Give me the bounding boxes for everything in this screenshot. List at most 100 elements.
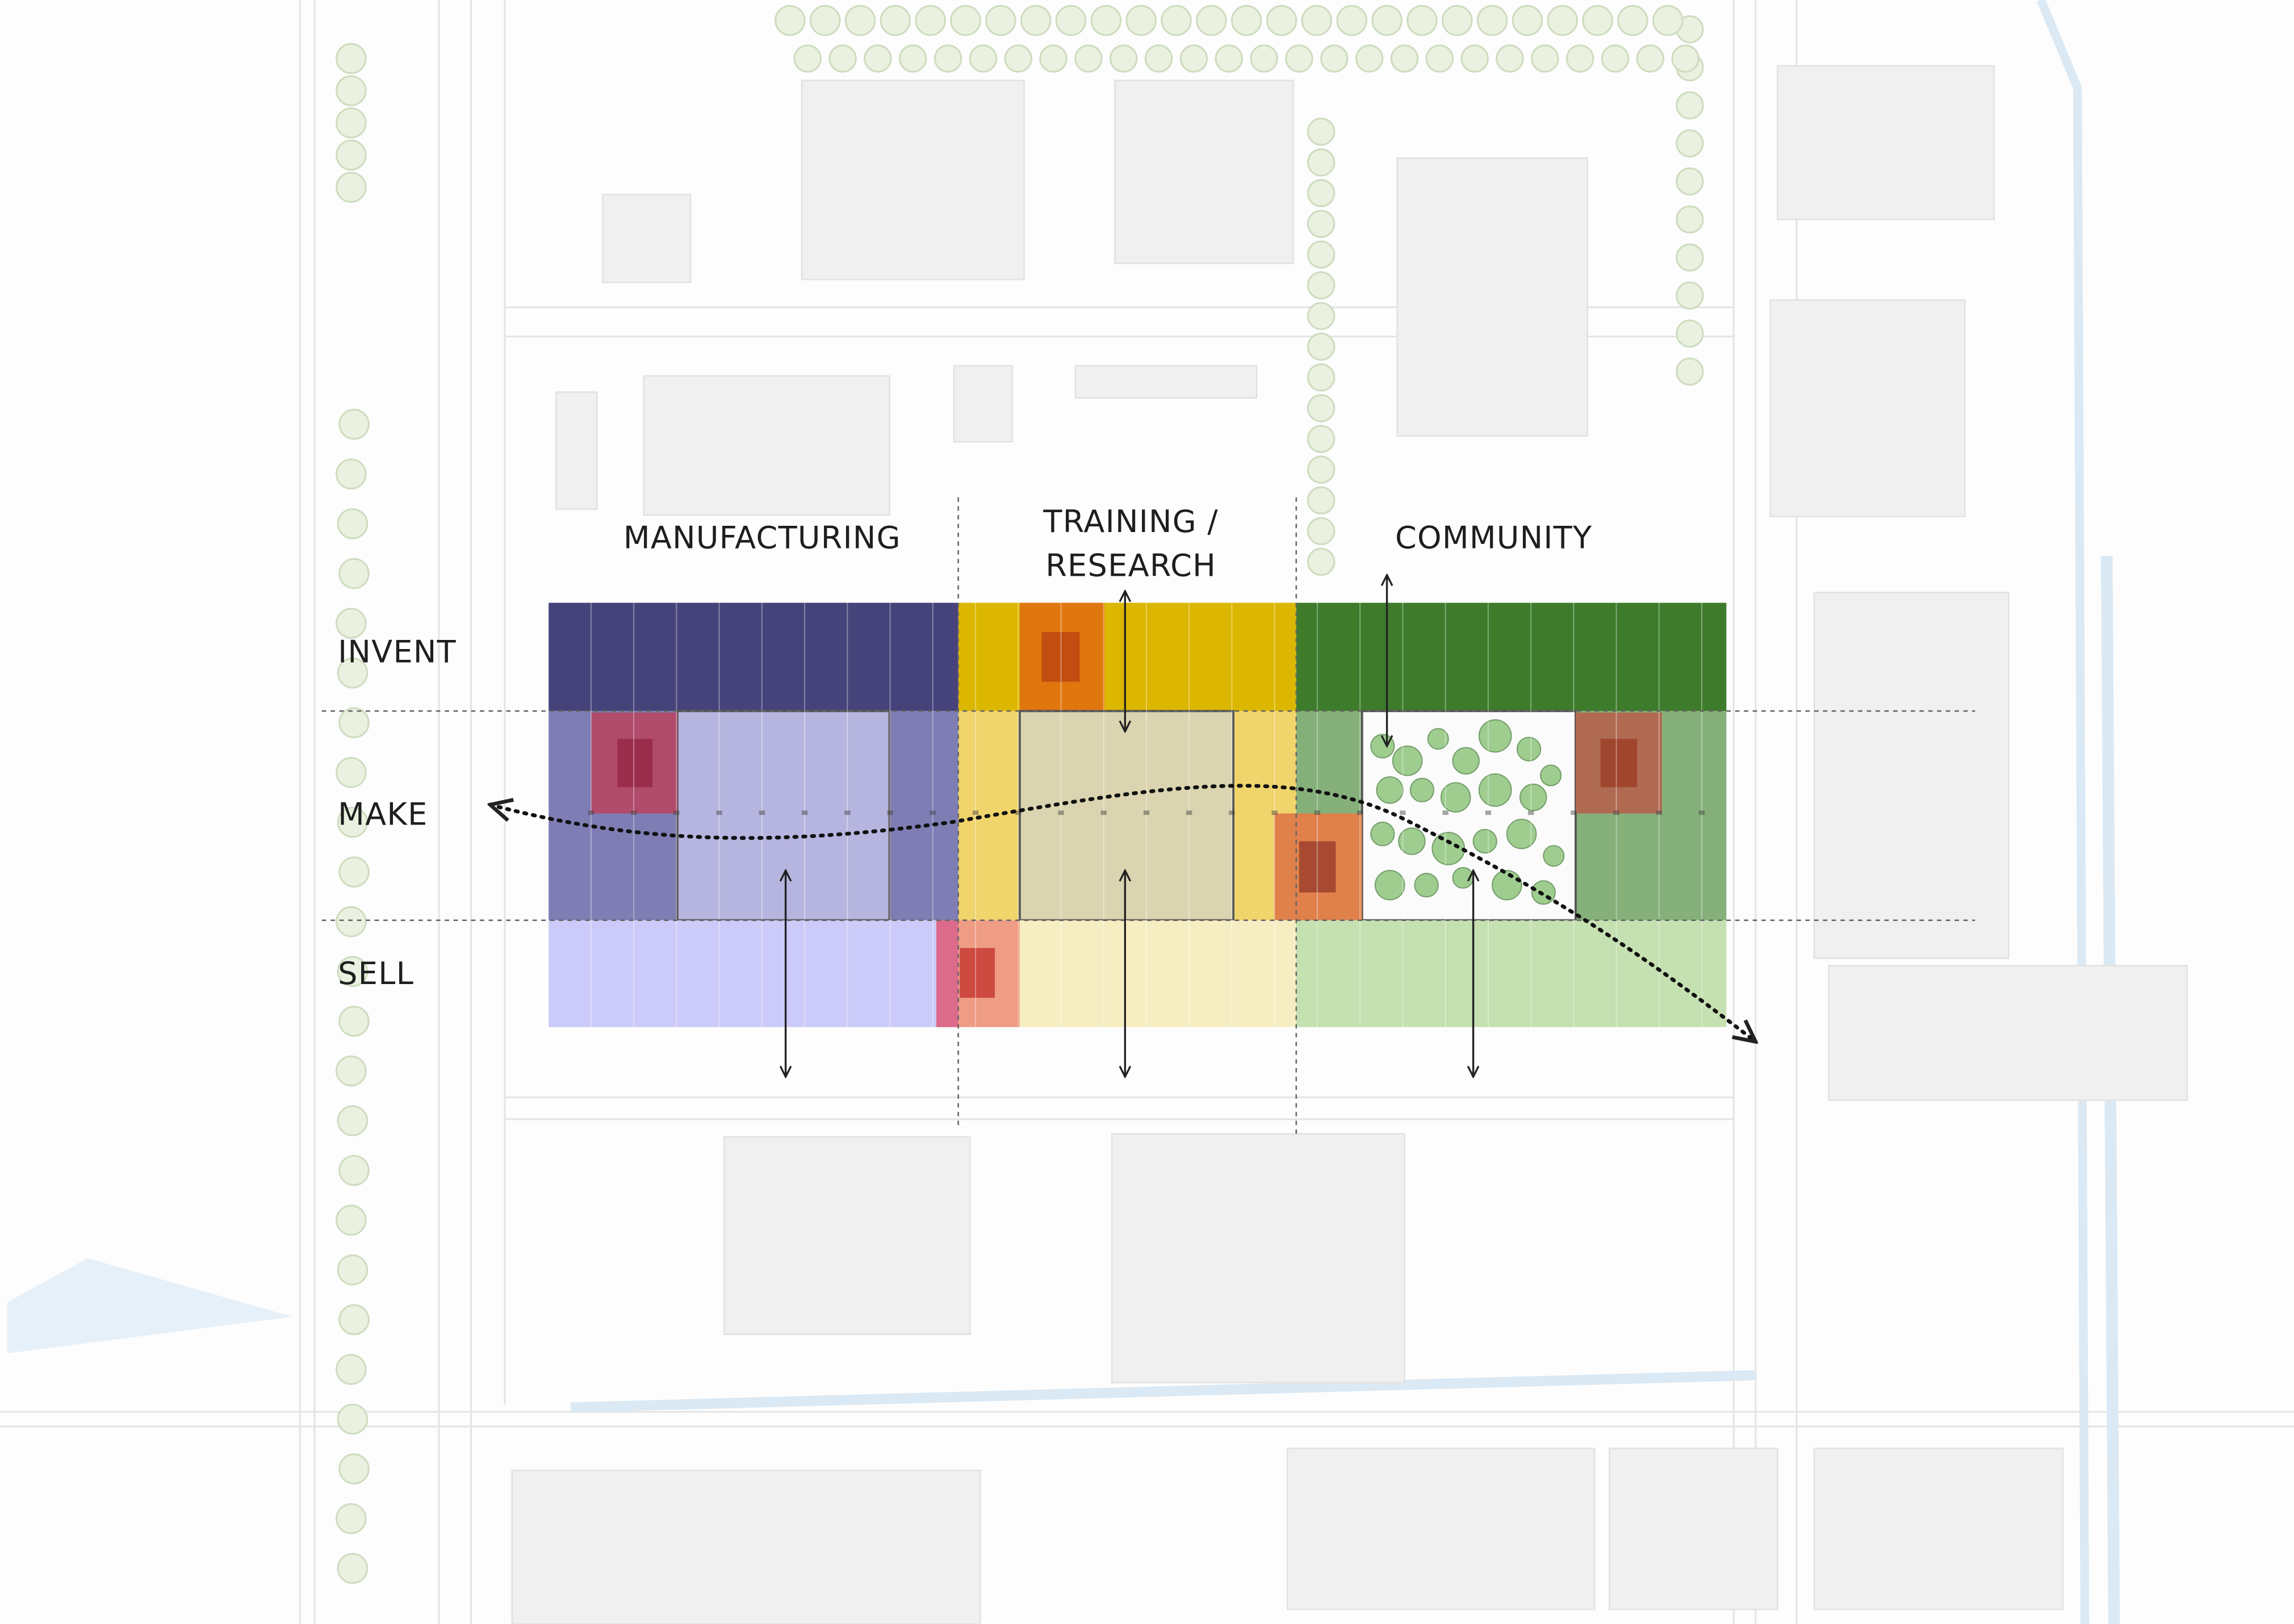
tree: [337, 1403, 369, 1435]
tree: [1370, 822, 1395, 847]
tree: [1230, 5, 1262, 36]
space-block: [936, 920, 958, 1027]
tree: [1478, 719, 1512, 753]
column-node: [1527, 810, 1534, 815]
building: [1777, 65, 1995, 220]
column-node: [1186, 810, 1192, 815]
column-node: [1698, 810, 1705, 815]
tree: [1506, 818, 1537, 849]
tree: [1512, 5, 1543, 36]
tree: [828, 44, 857, 73]
tree: [1179, 44, 1208, 73]
tree: [1307, 486, 1336, 514]
column-node: [801, 810, 808, 815]
tree: [1652, 5, 1684, 36]
invent-community: [1296, 602, 1727, 711]
building: [1769, 299, 1966, 517]
tree: [337, 657, 369, 689]
tree: [1460, 44, 1489, 73]
tree: [933, 44, 962, 73]
tree: [1547, 5, 1579, 36]
column-node: [1100, 810, 1107, 815]
tree: [336, 458, 367, 490]
tree: [336, 171, 367, 203]
building: [602, 194, 692, 283]
tree: [1409, 777, 1435, 802]
tree: [1414, 873, 1439, 898]
building: [953, 365, 1014, 443]
tree: [336, 1503, 367, 1534]
tree: [1516, 736, 1542, 761]
sell-manufacturing: [549, 920, 936, 1027]
tree: [1307, 179, 1336, 207]
space-core: [960, 948, 995, 998]
column-label: TRAINING /: [1043, 504, 1219, 539]
tree: [336, 1204, 367, 1236]
tree: [336, 1354, 367, 1385]
tree: [1676, 357, 1704, 386]
tree: [1301, 5, 1333, 36]
route-curve: [490, 784, 1756, 1042]
tree: [337, 806, 369, 838]
row-label: SELL: [338, 956, 414, 991]
tree: [336, 608, 367, 639]
tree: [1676, 281, 1704, 310]
column-node: [1656, 810, 1662, 815]
tree: [1020, 5, 1052, 36]
tree: [1266, 5, 1297, 36]
building: [643, 375, 890, 516]
tree: [1307, 363, 1336, 392]
tree: [1355, 44, 1384, 73]
tree: [1307, 547, 1336, 576]
column-node: [930, 810, 936, 815]
tree: [1441, 5, 1473, 36]
sell-community: [1296, 920, 1727, 1027]
tree: [338, 856, 370, 888]
tree: [336, 1055, 367, 1087]
tree: [1425, 44, 1454, 73]
tree: [1055, 5, 1087, 36]
tree: [1307, 240, 1336, 269]
tree: [1582, 5, 1613, 36]
tree: [775, 5, 806, 36]
building: [1828, 965, 2188, 1101]
tree: [1196, 5, 1227, 36]
tree: [1307, 148, 1336, 177]
building: [1813, 1447, 2064, 1610]
water: [7, 1258, 293, 1354]
column-node: [1571, 810, 1577, 815]
tree: [1431, 832, 1466, 865]
tree: [336, 75, 367, 107]
tree: [1161, 5, 1192, 36]
tree: [1531, 44, 1559, 73]
tree: [336, 139, 367, 171]
tree: [1452, 747, 1480, 775]
column-label: RESEARCH: [1045, 547, 1216, 583]
invent-manufacturing: [549, 602, 958, 711]
row-label: INVENT: [338, 634, 457, 669]
tree: [1519, 784, 1547, 811]
space-core: [1600, 739, 1638, 788]
column-node: [1400, 810, 1406, 815]
tree: [1543, 845, 1565, 867]
building: [1114, 79, 1294, 265]
tree: [1427, 728, 1449, 750]
building: [1396, 157, 1588, 437]
tree: [1496, 44, 1524, 73]
space-core: [1041, 632, 1080, 682]
column-label: COMMUNITY: [1395, 520, 1592, 555]
building: [1111, 1133, 1405, 1384]
programme-block: [549, 602, 1727, 1027]
tree: [1336, 5, 1368, 36]
tree: [1478, 773, 1512, 807]
tree: [1307, 271, 1336, 300]
column-node: [1613, 810, 1619, 815]
row-label: MAKE: [338, 796, 428, 832]
tree: [337, 1105, 369, 1136]
tree: [338, 1006, 370, 1037]
building: [1813, 592, 2010, 959]
tree: [1392, 746, 1423, 776]
invent-training: [958, 602, 1296, 711]
tree: [337, 1254, 369, 1286]
